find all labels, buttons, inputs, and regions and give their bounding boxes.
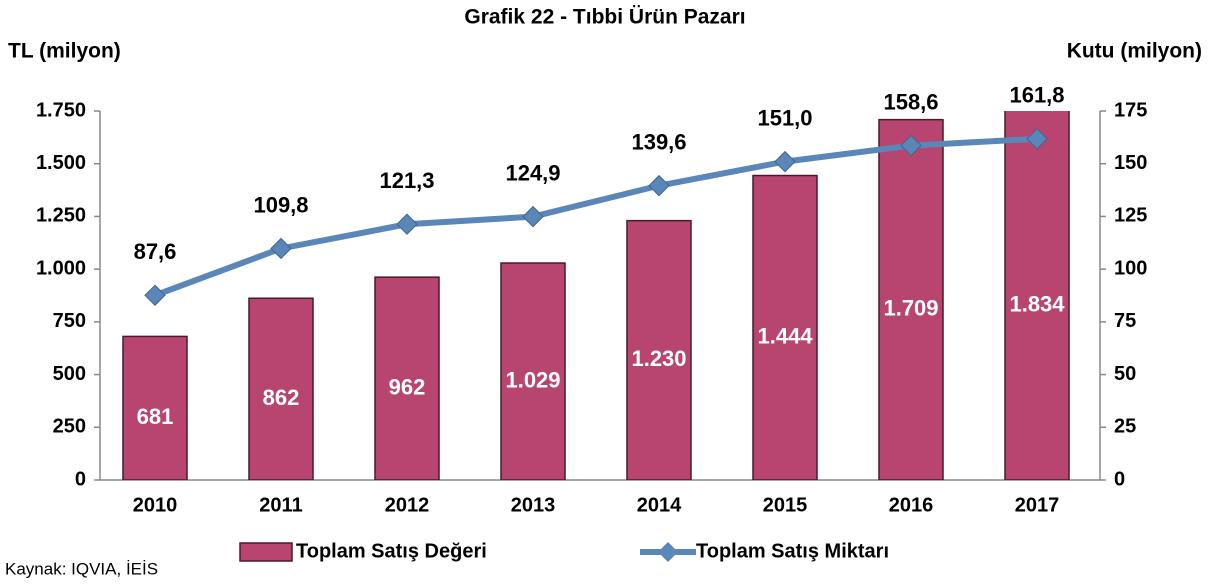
x-tick-label: 2014	[637, 494, 682, 516]
y2-tick-label: 0	[1114, 468, 1125, 490]
bar	[122, 335, 188, 480]
y-tick-label: 500	[53, 363, 86, 385]
y-tick-label: 250	[53, 416, 86, 438]
line-value-label: 161,8	[1009, 83, 1064, 108]
y-tick-label: 1.250	[36, 205, 86, 227]
y2-tick-label: 150	[1114, 152, 1147, 174]
x-tick-label: 2011	[259, 494, 302, 516]
bar-value-label: 1.709	[883, 296, 938, 321]
bar-value-label: 862	[263, 385, 300, 410]
x-tick-label: 2016	[889, 494, 934, 516]
line-value-label: 87,6	[134, 239, 177, 264]
y2-tick-label: 175	[1114, 99, 1147, 121]
legend-label: Toplam Satış Değeri	[296, 540, 487, 562]
marker	[396, 213, 418, 235]
x-tick-label: 2010	[133, 494, 178, 516]
line-value-label: 158,6	[883, 89, 938, 114]
x-tick-label: 2012	[385, 494, 430, 516]
bar	[1004, 111, 1070, 480]
line-value-label: 151,0	[757, 105, 812, 130]
marker	[648, 174, 670, 197]
legend-label: Toplam Satış Miktarı	[696, 540, 889, 562]
marker	[774, 150, 796, 173]
bar	[626, 219, 692, 480]
bar	[752, 174, 818, 480]
bar-value-label: 1.029	[505, 367, 560, 392]
y-tick-label: 1.500	[36, 152, 86, 174]
x-tick-label: 2013	[511, 494, 556, 516]
bar	[878, 118, 944, 480]
y2-tick-label: 25	[1114, 416, 1136, 438]
chart-title: Grafik 22 - Tıbbi Ürün Pazarı	[464, 6, 745, 29]
x-tick-label: 2017	[1015, 494, 1060, 516]
plot-area	[122, 111, 1070, 480]
y-tick-label: 1.750	[36, 99, 86, 121]
line-value-label: 121,3	[379, 168, 434, 193]
line	[153, 135, 1038, 299]
marker	[144, 284, 166, 306]
source: Kaynak: IQVIA, İEİS	[5, 559, 158, 578]
marker	[900, 134, 922, 157]
y-tick-label: 750	[53, 310, 86, 332]
y-axis-title: TL (milyon)	[8, 40, 121, 63]
bar-value-label: 1.230	[631, 346, 686, 371]
line-value-label: 124,9	[505, 160, 560, 185]
legend-swatch	[239, 542, 293, 562]
bar-value-label: 681	[137, 404, 174, 429]
y2-tick-label: 125	[1114, 205, 1147, 227]
bar-value-label: 1.834	[1009, 291, 1065, 316]
bar	[374, 276, 440, 480]
marker	[270, 237, 292, 260]
bar-value-label: 962	[389, 374, 426, 399]
y2-tick-label: 50	[1114, 363, 1136, 385]
x-tick-label: 2015	[763, 494, 808, 516]
marker	[522, 205, 544, 228]
y2-tick-label: 100	[1114, 257, 1147, 279]
line-value-label: 109,8	[253, 192, 308, 217]
bar	[248, 297, 314, 480]
y-tick-label: 1.000	[36, 257, 86, 279]
line-value-label: 139,6	[631, 129, 686, 154]
bar-value-label: 1.444	[757, 324, 813, 349]
marker	[1026, 128, 1048, 150]
y2-tick-label: 75	[1114, 310, 1136, 332]
legend-marker	[658, 542, 678, 562]
bar	[500, 262, 566, 480]
y-tick-label: 0	[75, 468, 86, 490]
y2-axis-title: Kutu (milyon)	[1067, 40, 1202, 63]
